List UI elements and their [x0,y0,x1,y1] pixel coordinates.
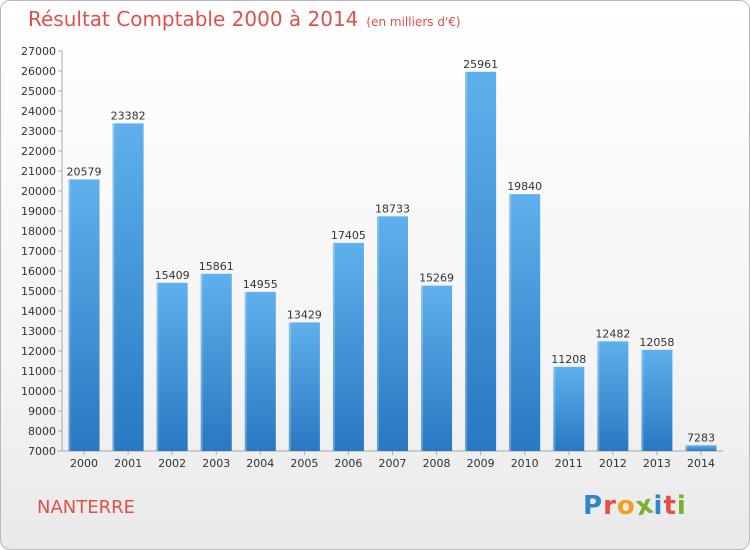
y-tick-label: 21000 [21,165,56,178]
y-tick-label: 16000 [21,265,56,278]
bar-highlight [332,242,335,451]
data-label: 13429 [287,308,322,321]
logo-letter: t [663,491,677,521]
x-tick-label: 2007 [379,457,407,470]
bar-highlight [421,285,424,451]
bar-2000 [68,179,100,452]
logo-letter: i [676,491,687,521]
bar-2010 [509,194,541,451]
x-tick-label: 2012 [599,457,627,470]
y-tick-label: 12000 [21,345,56,358]
logo-letter: P [583,491,604,521]
bar-highlight [553,366,556,451]
data-label: 14955 [243,278,278,291]
bar-highlight [288,322,291,451]
data-label: 17405 [331,229,366,242]
chart-bars [68,71,717,452]
data-label: 25961 [463,58,498,71]
bar-2009 [465,71,497,451]
y-tick-label: 20000 [21,185,56,198]
x-tick-label: 2003 [202,457,230,470]
chart-title-text: Résultat Comptable 2000 à 2014 [28,7,359,31]
y-tick-label: 18000 [21,225,56,238]
bar-highlight [685,445,688,451]
bar-2007 [377,216,408,451]
data-label: 20579 [67,165,102,178]
y-tick-label: 25000 [21,85,56,98]
x-tick-label: 2000 [70,457,98,470]
x-tick-label: 2014 [687,457,715,470]
x-tick-label: 2009 [467,457,495,470]
bar-2005 [288,322,320,451]
logo-letter: r [603,491,617,521]
data-label: 11208 [551,353,586,366]
bar-highlight [641,349,644,451]
x-tick-label: 2002 [158,457,186,470]
x-tick-label: 2010 [511,457,539,470]
bar-2013 [641,349,673,451]
bar-highlight [377,216,379,451]
bar-highlight [68,179,71,452]
bar-2012 [597,341,629,451]
logo-letter: o [616,491,636,521]
bar-2001 [112,123,144,452]
chart-subtitle: (en milliers d'€) [366,15,461,29]
bar-2002 [156,282,188,451]
bar-highlight [156,282,159,451]
logo-letter: i [653,491,664,521]
x-tick-label: 2005 [290,457,318,470]
data-label: 15409 [155,269,190,282]
y-tick-label: 23000 [21,125,56,138]
y-tick-label: 27000 [21,45,56,58]
bar-2014 [685,445,717,451]
y-tick-label: 10000 [21,385,56,398]
bar-highlight [509,194,512,451]
y-tick-label: 13000 [21,325,56,338]
y-tick-label: 26000 [21,65,56,78]
bar-2011 [553,366,585,451]
chart-title: Résultat Comptable 2000 à 2014 (en millie… [28,7,461,31]
bar-highlight [200,273,203,451]
y-tick-label: 15000 [21,285,56,298]
y-tick-label: 11000 [21,365,56,378]
y-tick-label: 9000 [28,405,56,418]
y-tick-label: 8000 [28,425,56,438]
bar-2004 [244,291,276,451]
data-label: 18733 [375,202,410,215]
data-label: 12058 [639,336,674,349]
x-tick-label: 2006 [334,457,362,470]
chart-axes: 7000 8000 9000 10000 11000 12000 13000 14000 150… [21,45,723,470]
data-label: 12482 [595,327,630,340]
data-label: 19840 [507,180,542,193]
x-tick-label: 2011 [555,457,583,470]
x-tick-label: 2008 [423,457,451,470]
y-tick-label: 17000 [21,245,56,258]
bar-2003 [200,273,232,451]
bar-highlight [244,291,247,451]
bar-highlight [597,341,600,451]
data-label: 15269 [419,272,454,285]
bar-highlight [465,71,468,451]
data-label: 7283 [687,431,715,444]
x-tick-label: 2013 [643,457,671,470]
y-tick-label: 7000 [28,445,56,458]
y-tick-label: 19000 [21,205,56,218]
y-tick-label: 24000 [21,105,56,118]
data-label: 23382 [111,109,146,122]
city-name: NANTERRE [37,497,135,518]
bar-2006 [332,242,364,451]
bar-highlight [112,123,115,452]
x-tick-label: 2004 [246,457,274,470]
data-label: 15861 [199,260,234,273]
y-tick-label: 22000 [21,145,56,158]
y-tick-label: 14000 [21,305,56,318]
proxiti-logo: Proxiti [583,489,687,522]
bar-2008 [421,285,453,451]
x-tick-label: 2001 [114,457,142,470]
chart-data-labels: 20579 23382 15409 15861 14955 13429 17405 18733… [67,58,715,445]
